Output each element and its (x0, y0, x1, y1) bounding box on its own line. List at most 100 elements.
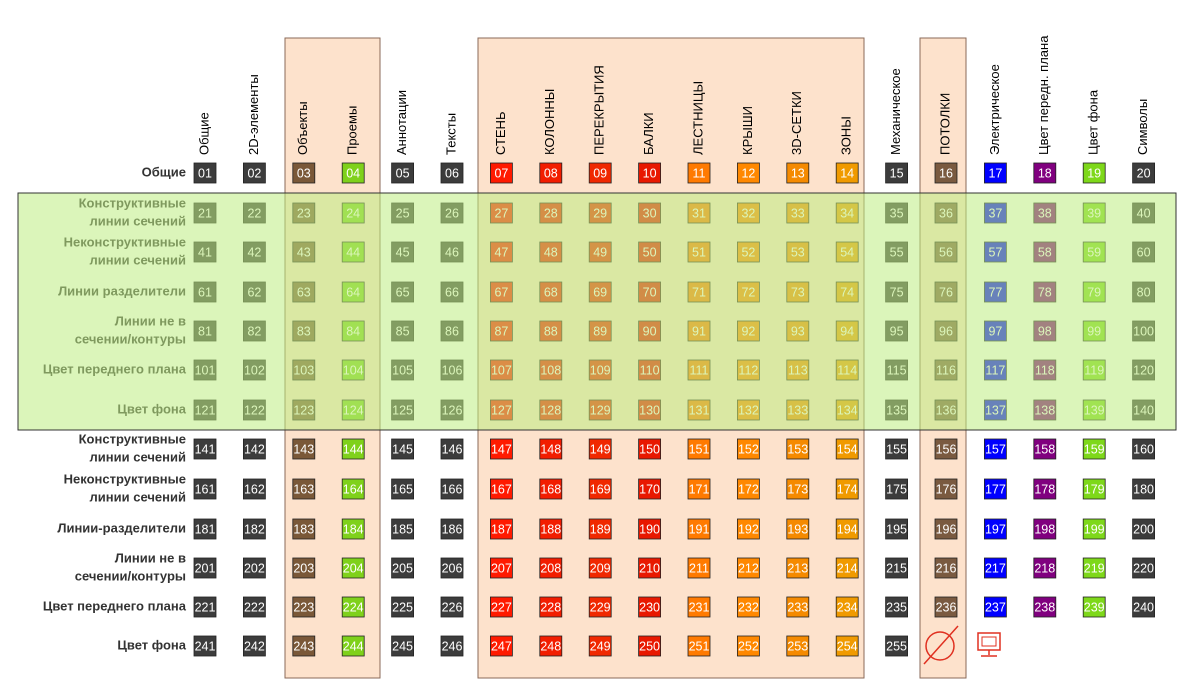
pen-swatch (1033, 557, 1057, 579)
pen-number: 249 (590, 639, 611, 653)
pen-swatch (638, 596, 661, 618)
pen-number: 170 (639, 482, 660, 496)
pen-swatch (341, 478, 365, 500)
pen-swatch (885, 596, 908, 618)
pen-number: 188 (540, 522, 561, 536)
pen-swatch (1132, 438, 1155, 460)
pen-number: 252 (738, 639, 759, 653)
pen-number: 178 (1034, 482, 1055, 496)
pen-swatch (489, 438, 513, 460)
pen-number: 20 (1137, 166, 1151, 180)
pen-swatch (391, 557, 415, 579)
column-header: ПОТОЛКИ (937, 93, 952, 155)
pen-number: 194 (837, 522, 858, 536)
column-header: СТЕНЬ (493, 111, 508, 155)
pen-swatch (588, 438, 612, 460)
pen-swatch (440, 438, 464, 460)
pen-swatch (539, 478, 563, 500)
pen-number: 197 (985, 522, 1006, 536)
column-header: КРЫШИ (740, 106, 755, 155)
pen-swatch (984, 596, 1007, 618)
pen-swatch (489, 596, 513, 618)
pen-swatch (687, 478, 711, 500)
row-label: Общие (142, 164, 186, 179)
pen-swatch (638, 162, 661, 184)
pen-swatch (391, 478, 415, 500)
pen-swatch (786, 518, 810, 540)
pen-number: 14 (840, 166, 854, 180)
pen-number: 145 (392, 442, 413, 456)
pen-number: 222 (244, 600, 265, 614)
pen-number: 204 (343, 561, 364, 575)
pen-number: 193 (787, 522, 808, 536)
pen-number: 167 (491, 482, 512, 496)
pen-number: 168 (540, 482, 561, 496)
pen-swatch (440, 478, 464, 500)
pen-number: 224 (343, 600, 364, 614)
pen-number: 184 (343, 522, 364, 536)
column-header: Объекты (295, 101, 310, 155)
pen-number: 153 (787, 442, 808, 456)
pen-number: 255 (886, 639, 907, 653)
pen-number: 10 (643, 166, 657, 180)
pen-swatch (638, 438, 661, 460)
pen-number: 163 (293, 482, 314, 496)
pen-swatch (193, 635, 217, 657)
pen-number: 150 (639, 442, 660, 456)
pen-swatch (341, 518, 365, 540)
pen-number: 245 (392, 639, 413, 653)
pen-swatch (341, 635, 365, 657)
pen-swatch (687, 162, 711, 184)
pen-number: 03 (297, 166, 311, 180)
pen-swatch (835, 478, 859, 500)
pen-number: 241 (195, 639, 216, 653)
pen-number: 172 (738, 482, 759, 496)
pen-number: 13 (791, 166, 805, 180)
row-label: Линии не в (115, 550, 186, 565)
pen-swatch (934, 596, 958, 618)
pen-swatch (242, 635, 266, 657)
screen-inner (981, 636, 997, 647)
pen-swatch (885, 438, 908, 460)
pen-swatch (835, 162, 859, 184)
pen-number: 221 (195, 600, 216, 614)
row-label: Цвет переднего плана (43, 598, 187, 613)
row-label: Неконструктивные (64, 471, 186, 486)
pen-number: 250 (639, 639, 660, 653)
pen-swatch (440, 635, 464, 657)
pen-swatch (885, 478, 908, 500)
pen-number: 148 (540, 442, 561, 456)
pen-number: 175 (886, 482, 907, 496)
pen-number: 243 (293, 639, 314, 653)
pen-number: 235 (886, 600, 907, 614)
pen-number: 220 (1133, 561, 1154, 575)
pen-number: 207 (491, 561, 512, 575)
pen-swatch (539, 518, 563, 540)
pen-swatch (539, 438, 563, 460)
pen-number: 200 (1133, 522, 1154, 536)
pen-number: 253 (787, 639, 808, 653)
pen-swatch (934, 478, 958, 500)
pen-swatch (242, 478, 266, 500)
pen-number: 146 (442, 442, 463, 456)
pen-number: 209 (590, 561, 611, 575)
pen-number: 231 (689, 600, 710, 614)
pen-swatch (193, 557, 217, 579)
pen-number: 01 (198, 166, 212, 180)
column-header: ЛЕСТНИЦЫ (690, 81, 705, 155)
pen-number: 147 (491, 442, 512, 456)
pen-number: 05 (396, 166, 410, 180)
row-label: Цвет фона (117, 637, 186, 652)
pen-number: 213 (787, 561, 808, 575)
pen-swatch (1082, 478, 1106, 500)
pen-number: 142 (244, 442, 265, 456)
column-header: ПЕРЕКРЫТИЯ (592, 65, 607, 155)
pen-swatch (489, 518, 513, 540)
pen-swatch (984, 478, 1007, 500)
pen-swatch (292, 478, 316, 500)
pen-swatch (242, 596, 266, 618)
pen-swatch (1132, 596, 1155, 618)
pen-number: 208 (540, 561, 561, 575)
pen-swatch (934, 162, 958, 184)
pen-swatch (1082, 557, 1106, 579)
